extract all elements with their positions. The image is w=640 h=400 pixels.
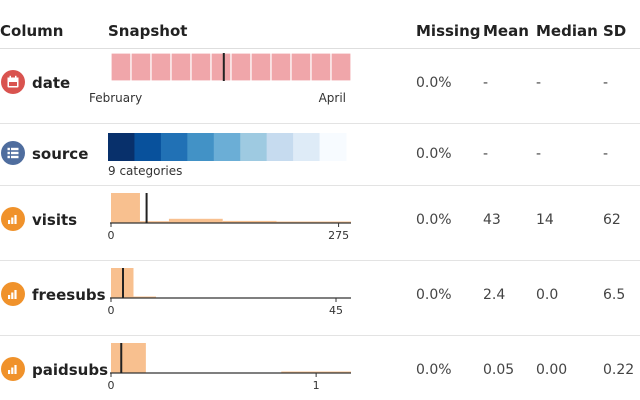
header-mean: Mean <box>483 22 529 40</box>
histogram-bar <box>111 193 140 223</box>
table-row: paidsubs 0.0% 0.05 0.00 0.22 0 1 <box>0 335 640 400</box>
snapshot-histogram: 0 45 <box>108 268 351 317</box>
histogram-bar <box>133 296 156 298</box>
table-header: Column Snapshot Missing Mean Median SD <box>0 0 640 49</box>
x-tick-label-left: 0 <box>108 229 115 242</box>
date-bin <box>210 52 232 82</box>
date-bin <box>330 52 352 82</box>
snapshot-date-bins: February April <box>89 52 352 105</box>
sd-value: 6.5 <box>603 287 626 303</box>
histogram-bar <box>168 218 223 223</box>
snapshot-categories: 9 categories <box>108 133 347 178</box>
snapshot-histogram: 0 275 <box>108 193 351 242</box>
column-name: date <box>32 74 71 92</box>
bar-chart-icon <box>1 282 25 306</box>
list-icon <box>1 141 25 165</box>
category-swatch <box>134 133 162 161</box>
mean-value: 2.4 <box>483 287 506 303</box>
category-count: 9 categories <box>108 164 182 178</box>
date-bin <box>110 52 132 82</box>
x-tick-label-right: 275 <box>328 229 349 242</box>
table-row: freesubs 0.0% 2.4 0.0 6.5 0 45 <box>0 260 640 336</box>
sd-value: - <box>603 75 609 91</box>
header-missing: Missing <box>416 22 481 40</box>
header-column: Column <box>0 22 64 40</box>
mean-value: 43 <box>483 212 501 228</box>
date-bin <box>230 52 252 82</box>
sd-value: 0.22 <box>603 362 635 378</box>
x-tick-label-left: 0 <box>108 379 115 392</box>
histogram-bar <box>111 343 146 373</box>
header-snapshot: Snapshot <box>108 22 188 40</box>
date-bin <box>250 52 272 82</box>
sd-value: 62 <box>603 212 621 228</box>
median-value: - <box>536 146 542 162</box>
category-swatch <box>213 133 241 161</box>
mean-value: 0.05 <box>483 362 515 378</box>
calendar-icon <box>1 70 25 94</box>
date-bin <box>150 52 172 82</box>
mean-value: - <box>483 146 489 162</box>
histogram-bar <box>222 220 277 223</box>
missing-value: 0.0% <box>416 75 452 91</box>
header-median: Median <box>536 22 598 40</box>
histogram-bar <box>139 221 169 223</box>
mean-value: - <box>483 75 489 91</box>
table-row: visits 0.0% 43 14 62 0 275 <box>0 185 640 261</box>
median-value: 0.00 <box>536 362 568 378</box>
missing-value: 0.0% <box>416 212 452 228</box>
missing-value: 0.0% <box>416 287 452 303</box>
date-label-left: February <box>89 91 142 105</box>
category-swatch <box>266 133 294 161</box>
missing-value: 0.0% <box>416 362 452 378</box>
date-bin <box>170 52 192 82</box>
category-swatch <box>319 133 347 161</box>
column-name: freesubs <box>32 286 106 304</box>
date-label-right: April <box>319 91 346 105</box>
date-bin <box>290 52 312 82</box>
date-bin <box>270 52 292 82</box>
x-tick-label-right: 45 <box>329 304 343 317</box>
category-swatch <box>187 133 215 161</box>
date-bin <box>190 52 212 82</box>
bar-chart-icon <box>1 357 25 381</box>
missing-value: 0.0% <box>416 146 452 162</box>
x-tick-label-left: 0 <box>108 304 115 317</box>
histogram-bar <box>281 371 351 373</box>
table-row: source 0.0% - - - 9 categories <box>0 123 640 186</box>
column-name: visits <box>32 211 78 229</box>
sd-value: - <box>603 146 609 162</box>
bar-chart-icon <box>1 207 25 231</box>
date-bin <box>130 52 152 82</box>
column-name: source <box>32 145 89 163</box>
header-sd: SD <box>603 22 627 40</box>
category-swatch <box>240 133 268 161</box>
median-value: 14 <box>536 212 554 228</box>
histogram-bar <box>276 221 351 223</box>
category-swatch <box>160 133 188 161</box>
category-swatch <box>108 133 135 161</box>
table-row: date 0.0% - - - February April <box>0 49 640 124</box>
median-value: - <box>536 75 542 91</box>
date-bin <box>310 52 332 82</box>
x-tick-label-right: 1 <box>313 379 320 392</box>
category-swatch <box>293 133 321 161</box>
median-value: 0.0 <box>536 287 559 303</box>
column-name: paidsubs <box>32 361 109 379</box>
